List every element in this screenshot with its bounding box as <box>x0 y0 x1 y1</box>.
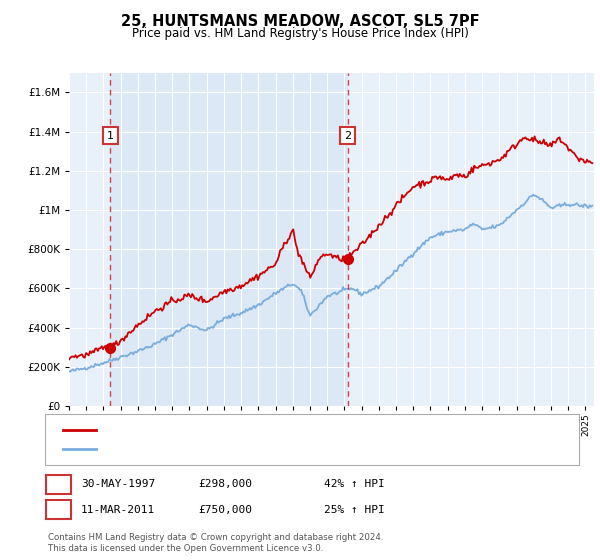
Text: 11-MAR-2011: 11-MAR-2011 <box>81 505 155 515</box>
Text: 42% ↑ HPI: 42% ↑ HPI <box>324 479 385 489</box>
Text: £298,000: £298,000 <box>198 479 252 489</box>
Text: Contains HM Land Registry data © Crown copyright and database right 2024.
This d: Contains HM Land Registry data © Crown c… <box>48 533 383 553</box>
Text: 2: 2 <box>55 503 62 516</box>
Bar <box>110 73 347 406</box>
Text: £750,000: £750,000 <box>198 505 252 515</box>
Text: 2: 2 <box>344 130 351 141</box>
Text: 1: 1 <box>107 130 114 141</box>
Text: 25, HUNTSMANS MEADOW, ASCOT, SL5 7PF: 25, HUNTSMANS MEADOW, ASCOT, SL5 7PF <box>121 14 479 29</box>
Text: 1: 1 <box>55 478 62 491</box>
Text: 25% ↑ HPI: 25% ↑ HPI <box>324 505 385 515</box>
Text: 30-MAY-1997: 30-MAY-1997 <box>81 479 155 489</box>
Text: Price paid vs. HM Land Registry's House Price Index (HPI): Price paid vs. HM Land Registry's House … <box>131 27 469 40</box>
Text: 25, HUNTSMANS MEADOW, ASCOT, SL5 7PF (detached house): 25, HUNTSMANS MEADOW, ASCOT, SL5 7PF (de… <box>105 424 428 435</box>
Text: HPI: Average price, detached house, Windsor and Maidenhead: HPI: Average price, detached house, Wind… <box>105 445 430 455</box>
